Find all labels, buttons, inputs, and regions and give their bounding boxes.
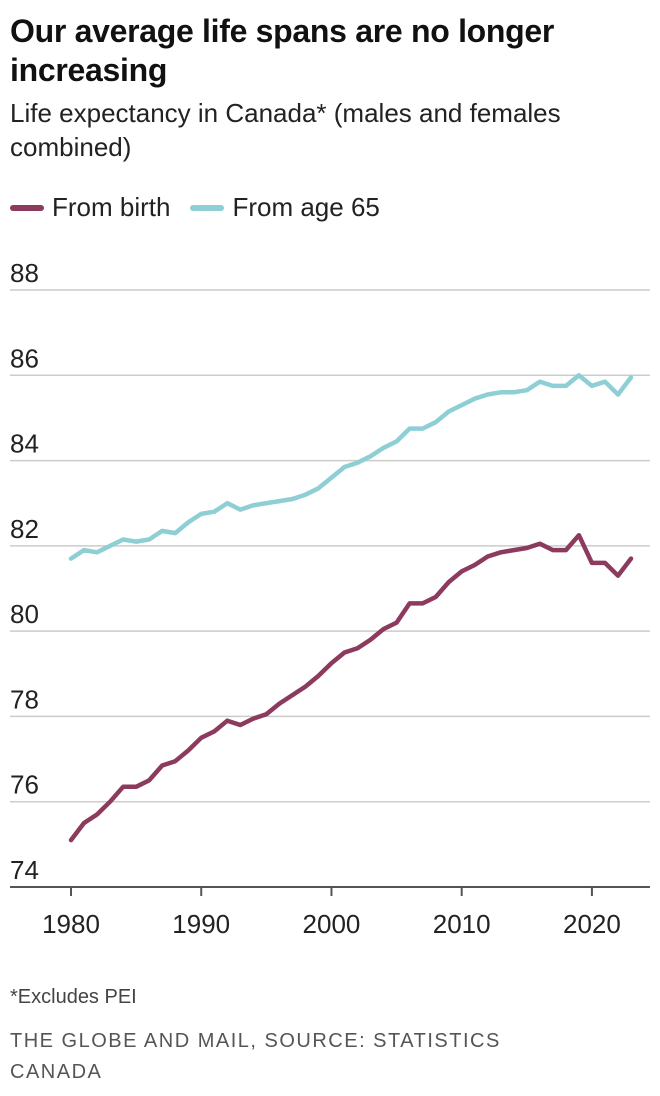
x-tick-label-1990: 1990 <box>172 909 230 939</box>
y-tick-label-88: 88 <box>10 258 39 288</box>
legend-item-from-age-65: From age 65 <box>190 192 380 223</box>
y-tick-label-82: 82 <box>10 514 39 544</box>
source-credit: THE GLOBE AND MAIL, SOURCE: STATISTICS C… <box>10 1030 501 1083</box>
legend-item-from-birth: From birth <box>10 192 170 223</box>
y-tick-label-80: 80 <box>10 599 39 629</box>
legend: From birth From age 65 <box>10 192 400 223</box>
y-tick-label-74: 74 <box>10 855 39 885</box>
chart-title: Our average life spans are no longer inc… <box>10 13 555 88</box>
legend-label-from-birth: From birth <box>52 192 171 222</box>
y-tick-label-78: 78 <box>10 684 39 714</box>
x-tick-label-1980: 1980 <box>42 909 100 939</box>
x-tick-label-2020: 2020 <box>563 909 621 939</box>
y-tick-label-84: 84 <box>10 429 39 459</box>
x-tick-label-2010: 2010 <box>433 909 491 939</box>
y-tick-label-76: 76 <box>10 770 39 800</box>
x-tick-label-2000: 2000 <box>303 909 361 939</box>
series-line-from-birth <box>68 532 634 843</box>
series-line-from-age-65 <box>68 373 634 561</box>
legend-swatch-from-birth <box>10 204 44 211</box>
legend-swatch-from-age-65 <box>190 204 225 211</box>
footnote: *Excludes PEI <box>10 986 137 1008</box>
legend-label-from-age-65: From age 65 <box>232 192 380 222</box>
chart-subtitle: Life expectancy in Canada* (males and fe… <box>10 98 561 162</box>
line-chart: 74 76 78 80 82 84 86 88 1980 1990 2000 2010 2020 <box>10 258 650 939</box>
y-tick-label-86: 86 <box>10 343 39 373</box>
